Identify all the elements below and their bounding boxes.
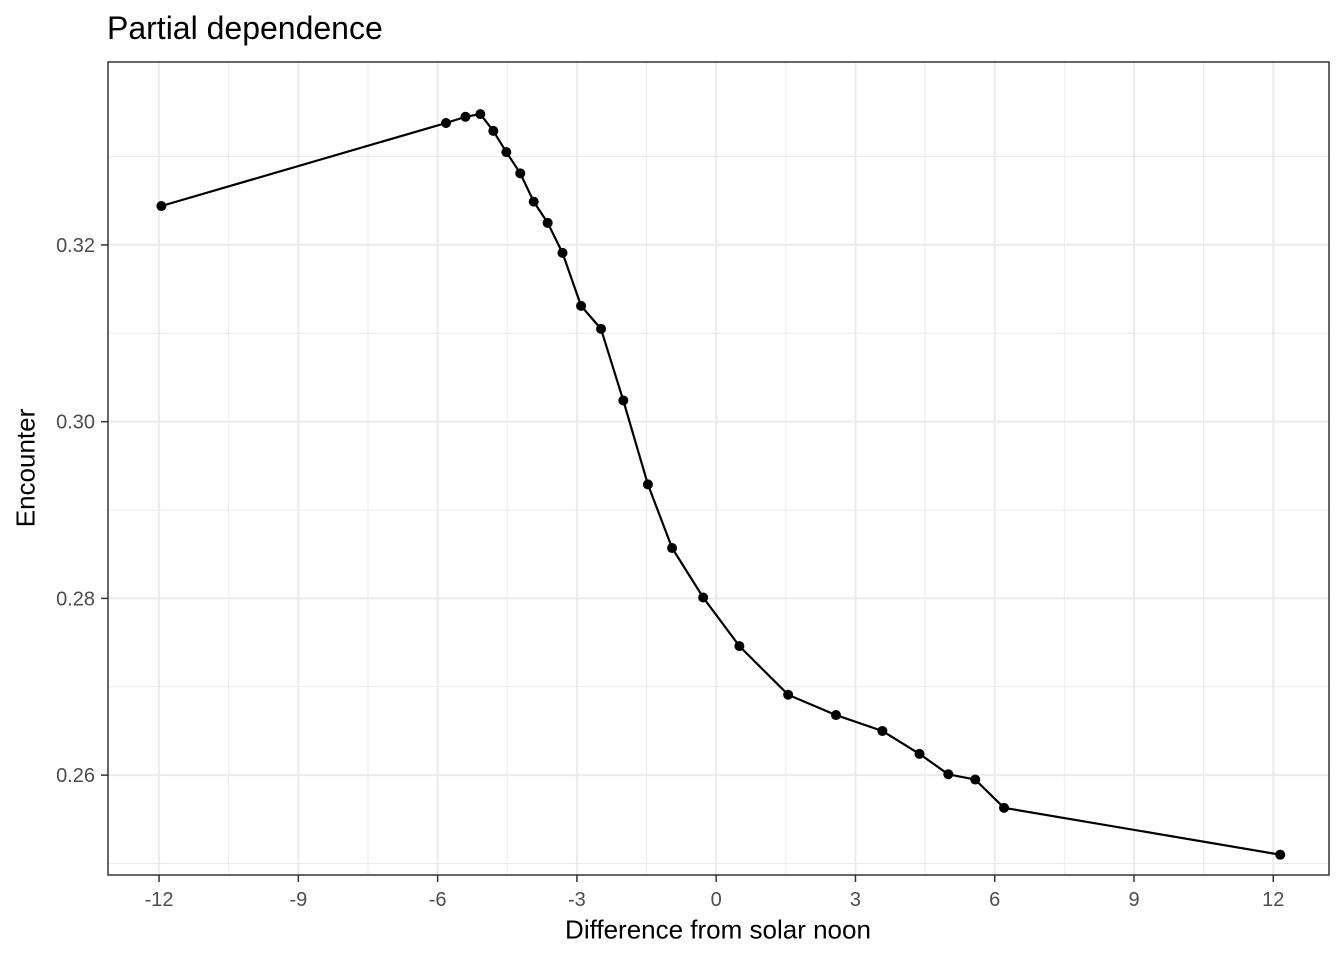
- data-point: [667, 543, 678, 554]
- data-point: [515, 168, 526, 179]
- data-point: [877, 725, 888, 736]
- data-point: [642, 479, 653, 490]
- chart-title: Partial dependence: [107, 10, 383, 46]
- x-tick-label: 3: [850, 889, 861, 911]
- data-point: [576, 300, 587, 311]
- data-point: [542, 217, 553, 228]
- x-tick-label: 6: [989, 889, 1000, 911]
- data-point: [783, 689, 794, 700]
- x-tick-label: -3: [568, 889, 586, 911]
- data-point: [830, 710, 841, 721]
- data-point: [501, 147, 512, 158]
- data-point: [475, 109, 486, 120]
- series-line: [161, 112, 1281, 856]
- x-tick-label: 9: [1128, 889, 1139, 911]
- data-point: [618, 395, 629, 406]
- data-point: [557, 247, 568, 258]
- y-tick-label: 0.32: [56, 235, 95, 257]
- x-tick-label: -12: [145, 889, 174, 911]
- data-point: [734, 641, 745, 652]
- data-point: [460, 111, 471, 122]
- x-tick-label: 0: [711, 889, 722, 911]
- data-point: [999, 802, 1010, 813]
- x-tick-label: -9: [289, 889, 307, 911]
- data-point: [488, 125, 499, 136]
- y-tick-label: 0.28: [56, 588, 95, 610]
- data-point: [914, 748, 925, 759]
- data-point: [528, 196, 539, 207]
- y-tick-label: 0.26: [56, 765, 95, 787]
- data-point: [596, 323, 607, 334]
- x-tick-label: -6: [429, 889, 447, 911]
- data-point: [970, 774, 981, 785]
- y-tick-label: 0.30: [56, 412, 95, 434]
- data-point: [698, 592, 709, 603]
- data-point: [943, 769, 954, 780]
- x-axis-title: Difference from solar noon: [565, 914, 871, 945]
- panel-border: [107, 61, 1330, 876]
- data-point: [1275, 849, 1286, 860]
- data-point: [440, 117, 451, 128]
- x-tick-label: 12: [1262, 889, 1284, 911]
- data-point: [156, 201, 167, 212]
